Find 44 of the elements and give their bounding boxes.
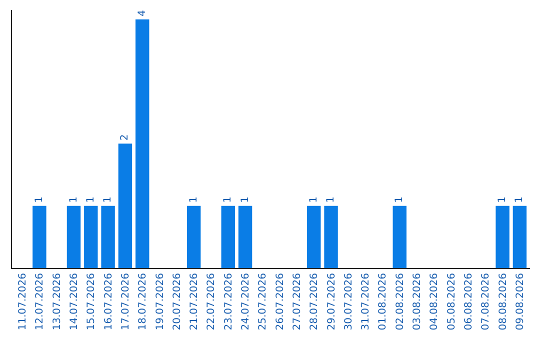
- x-tick-label: 30.07.2026: [343, 273, 354, 330]
- data-label: 1: [308, 196, 320, 203]
- x-tick-label: 07.08.2026: [480, 273, 492, 330]
- data-label: 1: [188, 196, 200, 203]
- data-label: 4: [136, 10, 148, 16]
- data-label: 2: [120, 134, 131, 141]
- x-tick-label: 05.08.2026: [446, 273, 458, 330]
- x-tick-label: 12.07.2026: [34, 273, 46, 330]
- x-tick-label: 02.08.2026: [394, 273, 406, 330]
- data-label: 1: [102, 196, 114, 203]
- x-tick-label: 25.07.2026: [258, 273, 269, 330]
- x-tick-label: 23.07.2026: [223, 273, 234, 330]
- x-tick-label: 11.07.2026: [18, 273, 29, 330]
- x-tick-label: 24.07.2026: [240, 273, 252, 330]
- x-tick-label: 17.07.2026: [120, 273, 132, 330]
- data-label: 1: [394, 196, 406, 203]
- x-tick-label: 27.07.2026: [292, 273, 303, 330]
- data-label: 1: [85, 196, 96, 203]
- data-label: 1: [240, 196, 251, 203]
- data-label: 1: [326, 196, 337, 203]
- data-label: 1: [222, 196, 234, 203]
- x-tick-label: 03.08.2026: [412, 273, 424, 330]
- x-tick-label: 26.07.2026: [274, 273, 286, 330]
- x-tick-label: 22.07.2026: [206, 273, 218, 330]
- data-label: 1: [68, 196, 80, 203]
- data-label: 1: [514, 196, 526, 203]
- x-tick-label: 16.07.2026: [103, 273, 114, 330]
- data-label: 1: [497, 196, 508, 203]
- x-tick-label: 06.08.2026: [464, 273, 474, 330]
- x-tick-label: 13.07.2026: [52, 273, 63, 330]
- x-tick-label: 14.07.2026: [69, 273, 80, 330]
- x-tick-label: 31.07.2026: [360, 273, 372, 330]
- x-tick-label: 09.08.2026: [514, 273, 526, 330]
- x-tick-label: 04.08.2026: [429, 273, 440, 330]
- x-tick-label: 20.07.2026: [172, 273, 183, 330]
- x-tick-label: 18.07.2026: [138, 273, 149, 330]
- x-tick-label: 01.08.2026: [378, 273, 389, 330]
- x-tick-label: 19.07.2026: [154, 273, 166, 330]
- x-tick-label: 28.07.2026: [309, 273, 320, 330]
- x-tick-label: 08.08.2026: [498, 273, 509, 330]
- x-tick-label: 15.07.2026: [86, 273, 98, 330]
- data-label: 1: [34, 196, 45, 203]
- x-tick-label: 29.07.2026: [326, 273, 338, 330]
- x-tick-label: 21.07.2026: [189, 273, 200, 330]
